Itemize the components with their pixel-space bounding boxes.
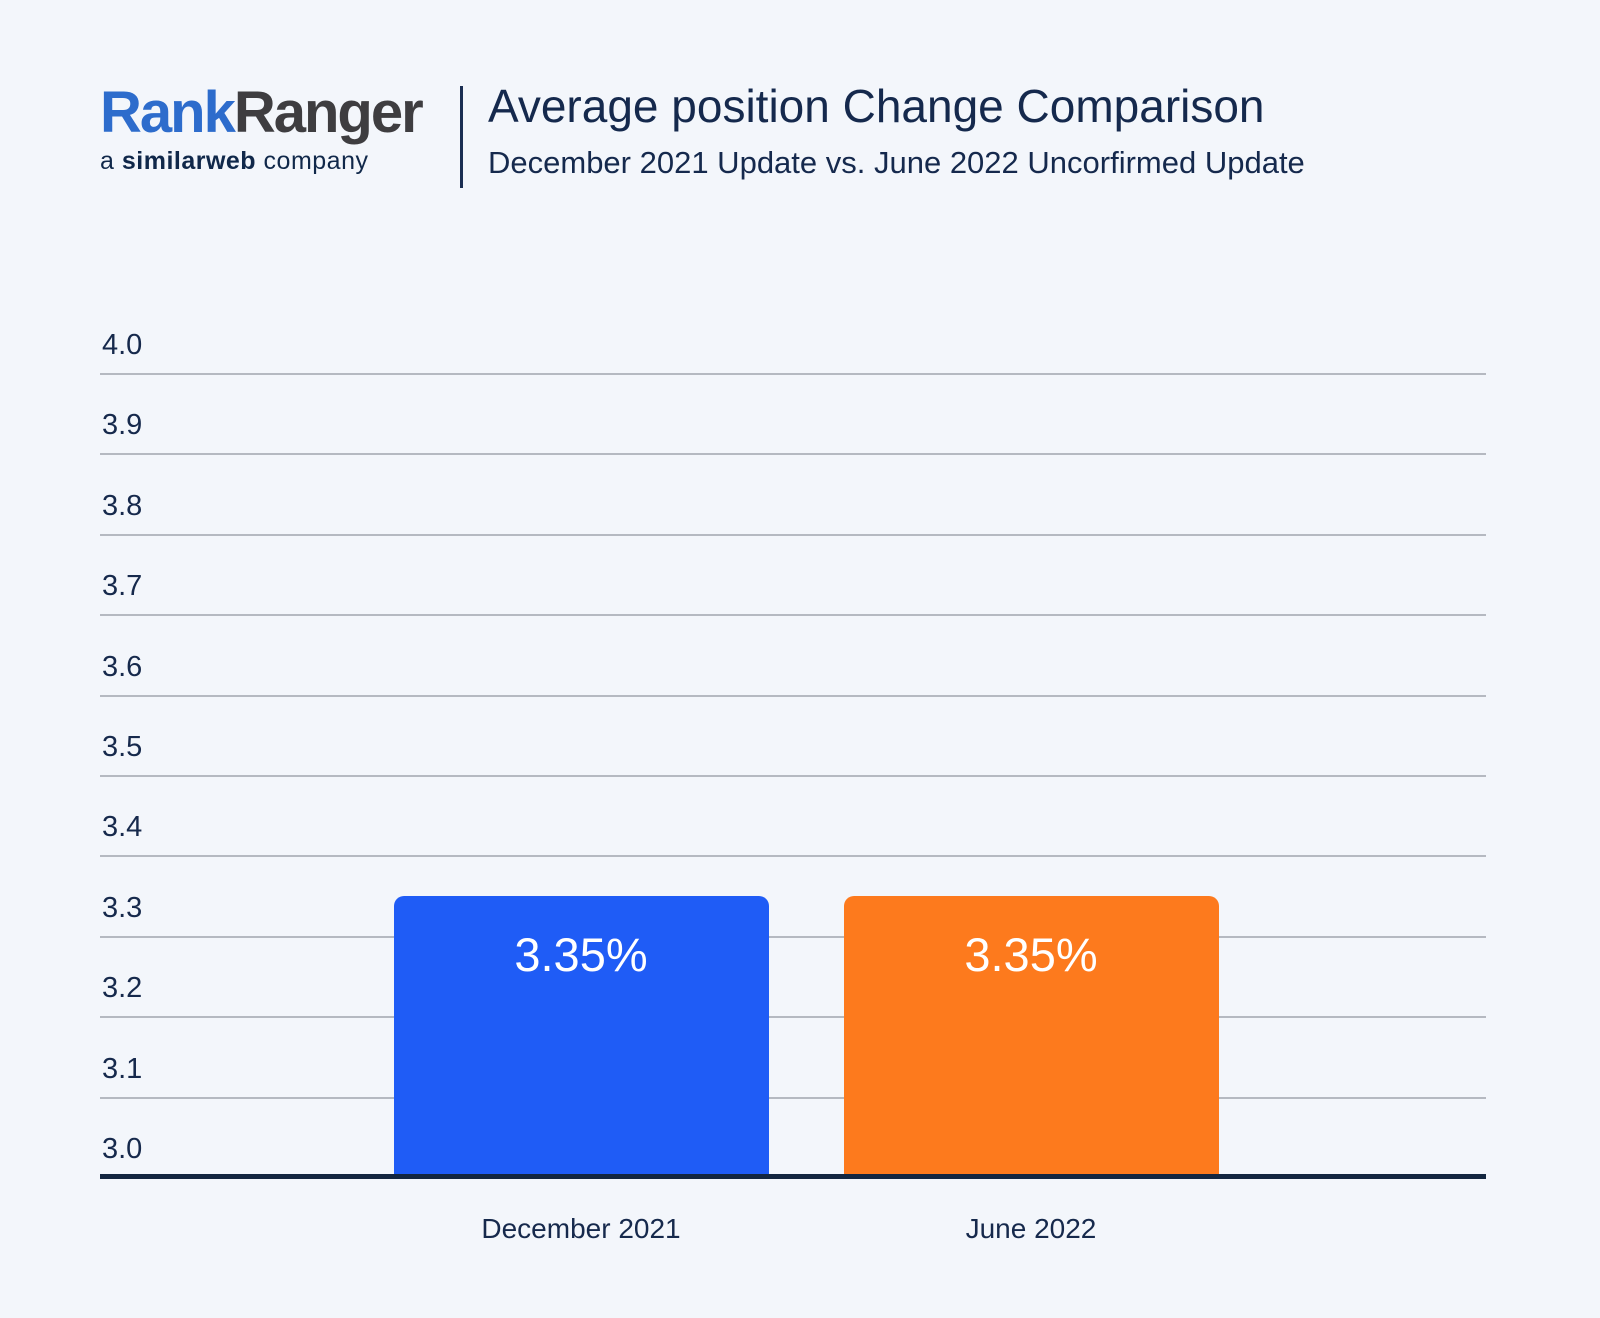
gridline (100, 935, 1486, 938)
gridline (100, 1016, 1486, 1019)
gridline (100, 614, 1486, 617)
y-axis-tick-label: 3.7 (102, 570, 143, 603)
gridline (100, 855, 1486, 858)
x-axis-category-label: December 2021 (481, 1213, 681, 1244)
y-axis-tick-label: 3.0 (102, 1133, 143, 1165)
y-axis-tick-label: 3.6 (102, 650, 143, 683)
y-axis-tick-label: 3.3 (102, 891, 143, 924)
logo-tagline-brand: similarweb (121, 147, 257, 175)
logo-tagline: a similarweb company (100, 147, 422, 176)
y-axis-tick-label: 3.4 (102, 811, 143, 844)
logo-wordmark-rank: Rank (100, 80, 236, 145)
bar-december-2021: 3.35% (393, 895, 769, 1177)
gridline (100, 373, 1486, 375)
gridline (100, 694, 1486, 697)
chart-subtitle: December 2021 Update vs. June 2022 Uncor… (488, 145, 1305, 181)
chart-title: Average position Change Comparison (488, 80, 1265, 132)
gridline (100, 453, 1486, 456)
header-divider (460, 86, 463, 188)
logo-tagline-company: company (263, 147, 369, 175)
rankranger-logo: RankRanger a similarweb company (100, 84, 424, 176)
y-axis-tick-label: 3.1 (102, 1052, 143, 1085)
bar-chart-plot-area: 4.0 3.9 3.8 3.7 3.6 3.5 3.4 3.3 3.2 3.1 3.0 3.35% De… (100, 329, 1486, 1244)
y-axis-tick-label: 3.2 (102, 972, 143, 1005)
logo-wordmark: RankRanger (100, 84, 424, 142)
y-axis-tick-label: 4.0 (102, 329, 143, 361)
y-axis-tick-label: 3.5 (102, 731, 143, 763)
bar-value-label: 3.35% (964, 927, 1098, 981)
logo-wordmark-ranger: Ranger (233, 80, 424, 145)
y-axis-tick-label: 3.9 (102, 409, 143, 442)
x-axis-category-label: June 2022 (965, 1213, 1097, 1244)
title-block: Average position Change Comparison Decem… (488, 82, 1508, 181)
y-axis-tick-label: 3.8 (102, 489, 143, 522)
bar-june-2022: 3.35% (843, 895, 1219, 1177)
gridline (100, 533, 1486, 536)
x-axis-baseline (100, 1174, 1486, 1179)
bar-value-label: 3.35% (514, 927, 648, 981)
gridline (100, 1096, 1486, 1099)
gridline (100, 775, 1486, 777)
logo-tagline-a: a (100, 147, 115, 175)
